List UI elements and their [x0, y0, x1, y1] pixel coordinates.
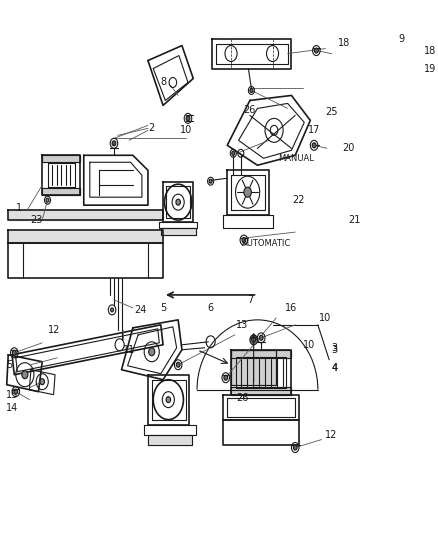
Text: 26: 26 — [236, 393, 248, 402]
Text: 18: 18 — [423, 45, 435, 55]
Polygon shape — [8, 210, 162, 220]
Text: 17: 17 — [307, 125, 320, 135]
Circle shape — [12, 350, 16, 356]
Circle shape — [249, 335, 257, 345]
Text: 5: 5 — [159, 303, 166, 313]
Polygon shape — [230, 350, 291, 358]
Circle shape — [293, 445, 297, 450]
Text: 3: 3 — [331, 343, 337, 353]
Circle shape — [110, 308, 113, 312]
Circle shape — [46, 198, 49, 202]
Text: 26: 26 — [243, 106, 255, 116]
Circle shape — [14, 389, 18, 394]
Polygon shape — [8, 230, 162, 243]
Circle shape — [40, 379, 44, 385]
Text: 13: 13 — [236, 320, 248, 330]
Text: 16: 16 — [285, 303, 297, 313]
Text: 10: 10 — [302, 340, 314, 350]
Circle shape — [208, 179, 212, 183]
Circle shape — [243, 187, 251, 197]
Polygon shape — [230, 386, 291, 394]
Text: 4: 4 — [331, 363, 337, 373]
Text: 4: 4 — [331, 363, 337, 373]
Circle shape — [176, 362, 180, 367]
Circle shape — [259, 335, 262, 340]
Circle shape — [176, 199, 180, 205]
Text: 2: 2 — [148, 123, 155, 133]
Text: 22: 22 — [292, 195, 304, 205]
Text: 6: 6 — [207, 303, 213, 313]
Text: 10: 10 — [179, 125, 191, 135]
Text: 23: 23 — [30, 215, 42, 225]
Text: 3: 3 — [331, 345, 337, 355]
Circle shape — [223, 375, 227, 380]
Text: 20: 20 — [341, 143, 353, 154]
Text: 8: 8 — [160, 77, 166, 87]
Text: 5: 5 — [6, 360, 12, 370]
Circle shape — [241, 238, 245, 243]
Circle shape — [314, 48, 318, 53]
Circle shape — [166, 397, 170, 402]
Polygon shape — [148, 434, 191, 445]
Polygon shape — [230, 350, 276, 385]
Circle shape — [186, 116, 189, 121]
Text: 1: 1 — [16, 203, 22, 213]
Text: 9: 9 — [398, 34, 404, 44]
Text: 18: 18 — [337, 38, 350, 47]
Text: 10: 10 — [318, 313, 331, 323]
Circle shape — [231, 151, 234, 155]
Text: 7: 7 — [246, 295, 252, 305]
Polygon shape — [160, 228, 195, 235]
Polygon shape — [42, 155, 80, 162]
Text: 21: 21 — [347, 215, 360, 225]
Text: 12: 12 — [47, 325, 60, 335]
Text: 15: 15 — [6, 390, 18, 400]
Circle shape — [249, 88, 252, 92]
Text: 14: 14 — [6, 402, 18, 413]
Polygon shape — [42, 188, 80, 195]
Circle shape — [22, 371, 28, 379]
Text: 12: 12 — [325, 430, 337, 440]
Text: AUTOMATIC: AUTOMATIC — [242, 239, 291, 247]
Text: 25: 25 — [325, 108, 337, 117]
Text: 19: 19 — [423, 63, 435, 74]
Text: 11: 11 — [123, 345, 135, 355]
Circle shape — [148, 348, 154, 356]
Text: MANUAL: MANUAL — [278, 154, 314, 163]
Text: 24: 24 — [134, 305, 146, 315]
Circle shape — [112, 141, 116, 146]
Circle shape — [311, 143, 315, 148]
